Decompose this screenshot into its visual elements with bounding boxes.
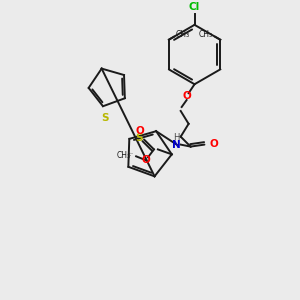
Text: H: H — [173, 133, 180, 142]
Text: methyl: methyl — [129, 153, 134, 154]
Text: O: O — [142, 155, 150, 165]
Text: S: S — [135, 133, 143, 143]
Text: S: S — [101, 113, 109, 123]
Text: N: N — [172, 140, 181, 150]
Text: O: O — [182, 91, 191, 101]
Text: O: O — [136, 125, 145, 136]
Text: CH₃: CH₃ — [176, 30, 190, 39]
Text: CH₃: CH₃ — [199, 30, 213, 39]
Text: O: O — [130, 155, 131, 156]
Text: CH₃: CH₃ — [117, 151, 131, 160]
Text: O: O — [209, 139, 218, 148]
Text: Cl: Cl — [189, 2, 200, 12]
